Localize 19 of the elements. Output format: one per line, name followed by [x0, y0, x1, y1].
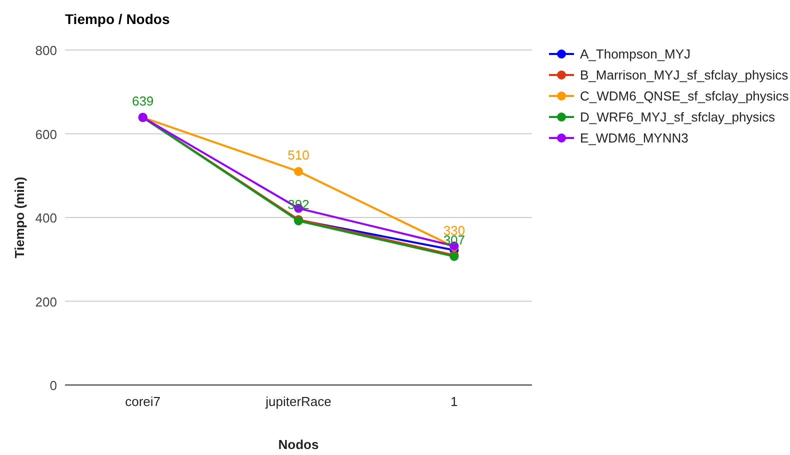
- legend-label: A_Thompson_MYJ: [580, 46, 691, 62]
- y-axis-title: Tiempo (min): [12, 176, 27, 258]
- chart-title: Tiempo / Nodos: [65, 11, 170, 27]
- data-label: 510: [288, 147, 310, 162]
- point: [294, 166, 303, 176]
- x-axis-title: Nodos: [278, 437, 319, 452]
- legend-label: D_WRF6_MYJ_sf_sfclay_physics: [580, 110, 776, 124]
- y-tick-label: 0: [50, 378, 57, 393]
- y-tick-label: 200: [35, 294, 57, 310]
- x-tick-label: jupiterRace: [264, 394, 332, 409]
- x-tick-label: corei7: [125, 394, 161, 409]
- y-tick-label: 800: [35, 43, 57, 58]
- legend-label: C_WDM6_QNSE_sf_sfclay_physics: [580, 88, 790, 104]
- legend-label: E_WDM6_MYNN3: [580, 130, 688, 146]
- legend-label: B_Marrison_MYJ_sf_sfclay_physics: [580, 68, 789, 82]
- data-label: 639: [132, 93, 154, 108]
- y-tick-label: 400: [35, 210, 57, 226]
- x-tick-label: 1: [450, 394, 458, 409]
- y-tick-label: 600: [35, 126, 57, 142]
